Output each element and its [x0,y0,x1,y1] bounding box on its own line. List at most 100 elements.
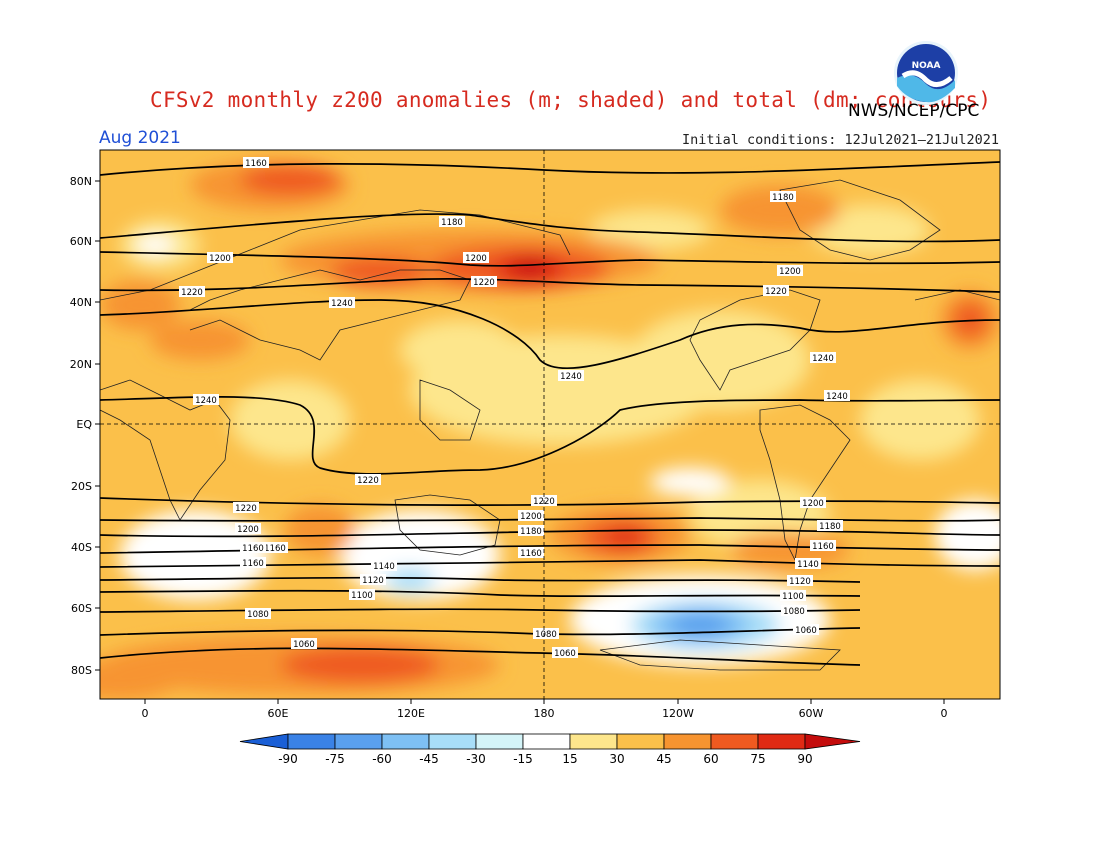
contour-label-box [518,547,544,558]
contour-label-box [463,252,489,263]
lon-label: 120E [397,707,425,720]
chart-title: CFSv2 monthly z200 anomalies (m; shaded)… [150,88,992,112]
contour-label: 1180 [441,218,463,228]
colorbar-bin [616,733,665,750]
contour-label-box [291,638,317,649]
contour-label-box [360,574,386,585]
contour-label: 1220 [357,476,379,486]
contour-label-box [329,297,355,308]
contour-label: 1220 [181,288,203,298]
contour-label: 1160 [242,559,264,569]
contour-label-box [787,575,813,586]
colorbar-tick-label: 30 [609,752,624,766]
contour-label: 1080 [783,607,805,617]
contour-label: 1160 [812,542,834,552]
colorbar-tick-label: 75 [750,752,765,766]
lon-label: 0 [941,707,948,720]
longitude-axis: 0 60E 120E 180 120W 60W 0 [142,699,948,720]
contour-label: 1160 [242,544,264,554]
colorbar-bin [381,733,430,750]
colorbar: -90 -75 -60 -45 -30 -15 15 30 45 60 75 90 [239,733,861,766]
colorbar-bin [428,733,477,750]
contour-label-box [439,216,465,227]
contour-label-box [793,624,819,635]
colorbar-bin [287,733,336,750]
contour-label: 1200 [520,512,542,522]
contour-label-box [193,394,219,405]
agency-label: NWS/NCEP/CPC [848,101,980,121]
noaa-logo-icon: NOAA [894,41,958,105]
colorbar-arrow-low [239,733,289,750]
lat-label: 40N [70,296,92,309]
lat-label: 20N [70,358,92,371]
colorbar-bin [522,733,571,750]
colorbar-bin [475,733,524,750]
colorbar-tick-label: 15 [562,752,577,766]
contour-label-box [240,542,266,553]
colorbar-arrow-high [804,733,861,750]
contour-label: 1220 [235,504,257,514]
contour-label: 1200 [779,267,801,277]
colorbar-bin [663,733,712,750]
contour-label-box [795,558,821,569]
contour-label: 1160 [245,159,267,169]
lon-label: 120W [662,707,694,720]
colorbar-bin [334,733,383,750]
contour-label: 1100 [782,592,804,602]
contour-label-box [235,523,261,534]
colorbar-tick-label: -60 [372,752,392,766]
contour-label-box [763,285,789,296]
contour-label: 1240 [812,354,834,364]
contour-label-box [810,540,836,551]
initial-conditions: Initial conditions: 12Jul2021–21Jul2021 [682,132,999,148]
contour-label-box [518,525,544,536]
contour-label: 1200 [237,525,259,535]
contour-label: 1220 [765,287,787,297]
lat-label: 60S [71,602,92,615]
contour-label-box [781,605,807,616]
contour-label: 1160 [520,549,542,559]
svg-text:NOAA: NOAA [912,61,941,71]
colorbar-bin [710,733,759,750]
contour-label-box [371,560,397,571]
colorbar-tick-label: 45 [656,752,671,766]
lat-label: 80S [71,664,92,677]
contour-label: 1140 [373,562,395,572]
contour-label: 1220 [473,278,495,288]
colorbar-tick-label: -15 [513,752,533,766]
contour-label-box [770,191,796,202]
contour-label-box [179,286,205,297]
colorbar-bin [757,733,806,750]
lat-label: 60N [70,235,92,248]
contour-label: 1240 [195,396,217,406]
contour-label-box [349,589,375,600]
lat-label: EQ [76,418,92,431]
lat-label: 40S [71,541,92,554]
colorbar-tick-label: 90 [797,752,812,766]
lat-label: 80N [70,175,92,188]
lon-label: 0 [142,707,149,720]
contour-label-box [810,352,836,363]
contour-label: 1160 [264,544,286,554]
contour-label: 1060 [293,640,315,650]
contour-label-box [777,265,803,276]
contour-label-box [817,520,843,531]
contour-label: 1240 [331,299,353,309]
contour-label: 1080 [247,610,269,620]
lat-label: 20S [71,480,92,493]
contour-label-box [800,497,826,508]
contour-label: 1060 [554,649,576,659]
contour-label-box [552,647,578,658]
contour-label: 1180 [520,527,542,537]
contour-label-box [240,557,266,568]
contour-label: 1200 [802,499,824,509]
contour-label-box [355,474,381,485]
lon-label: 180 [534,707,555,720]
colorbar-bin [569,733,618,750]
forecast-period: Aug 2021 [99,128,181,148]
contour-label: 1060 [795,626,817,636]
contour-label: 1120 [362,576,384,586]
contour-label-box [207,252,233,263]
lon-label: 60E [268,707,289,720]
contour-label: 1180 [819,522,841,532]
